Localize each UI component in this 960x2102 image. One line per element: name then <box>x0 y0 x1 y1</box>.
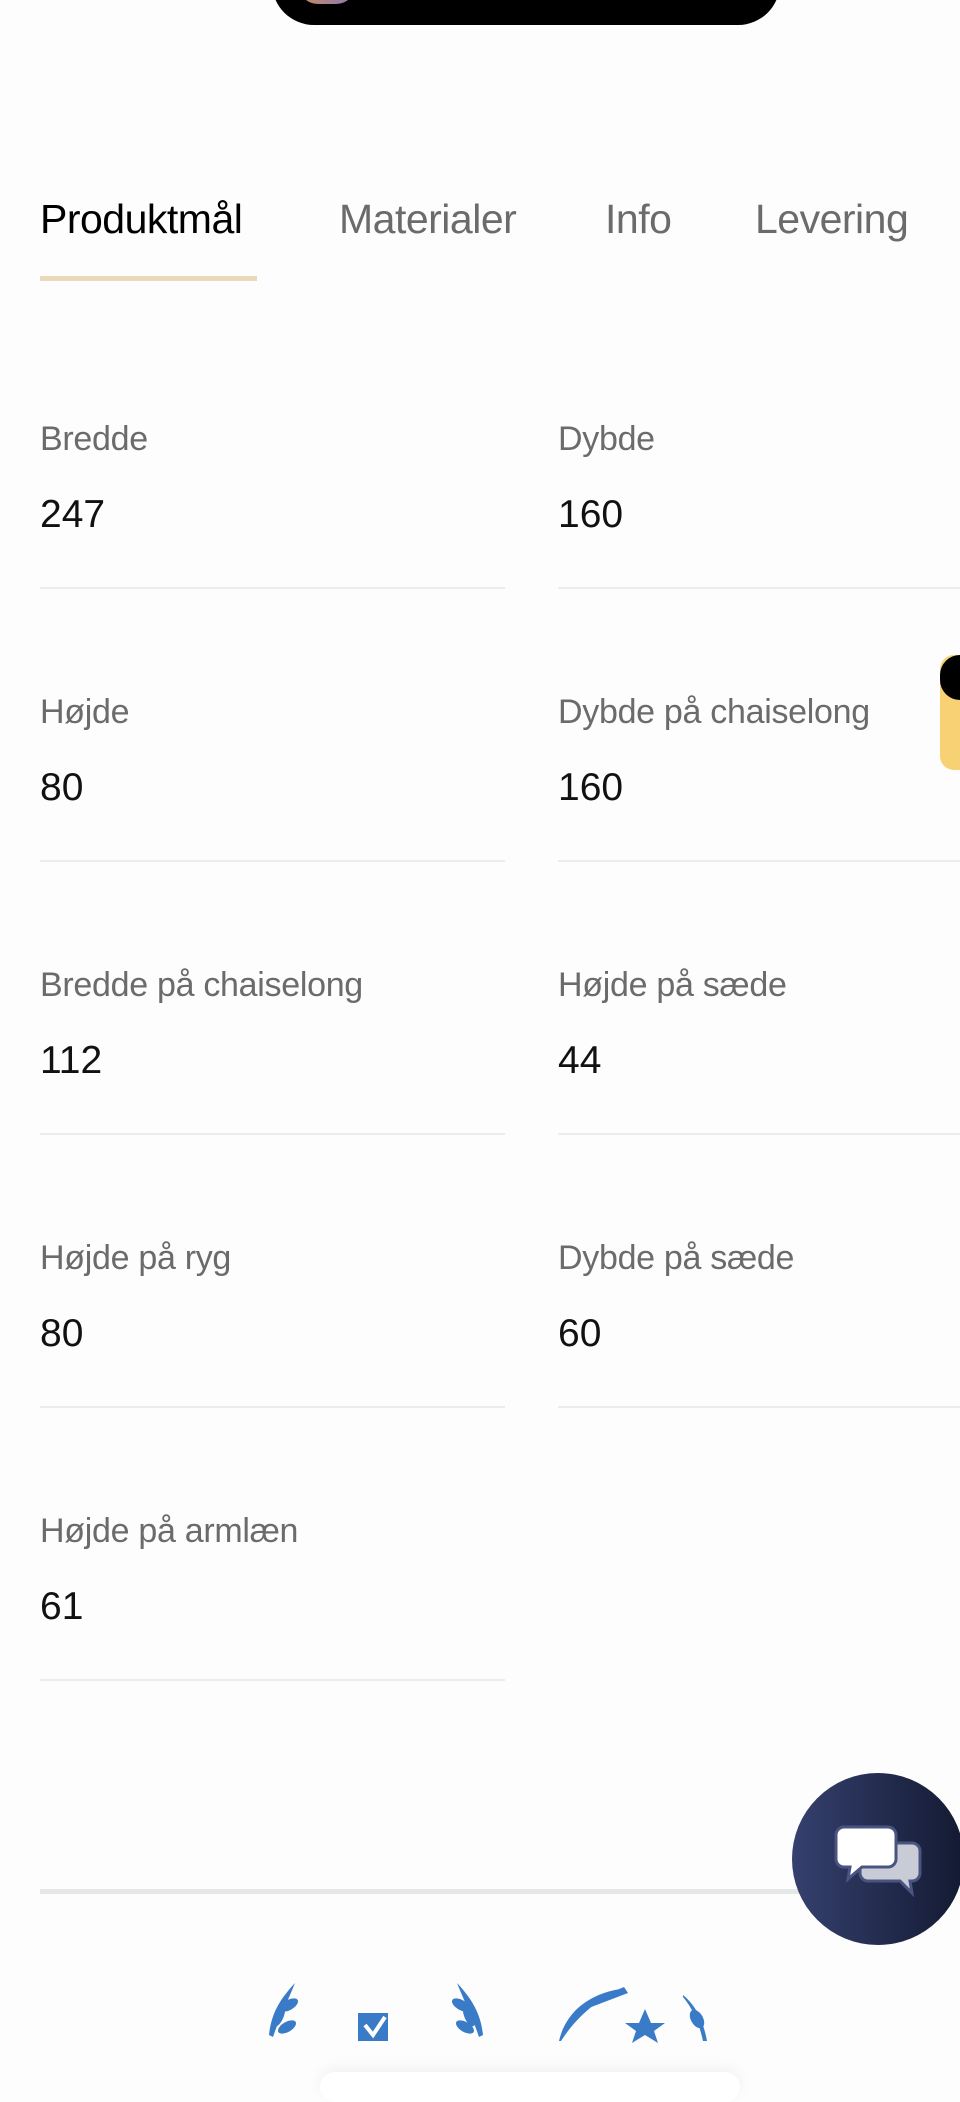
bottom-card <box>320 2072 740 2102</box>
tab-produktmal[interactable]: Produktmål <box>40 196 243 242</box>
tab-materialer[interactable]: Materialer <box>339 196 517 242</box>
award-badges <box>265 1975 755 2050</box>
avatar <box>298 0 356 4</box>
tab-levering[interactable]: Levering <box>755 196 909 242</box>
spec-item: Dybde på chaiselong 160 <box>558 693 960 862</box>
top-media-pill[interactable] <box>272 0 780 25</box>
spec-label: Dybde på chaiselong <box>558 693 870 731</box>
side-tab-cap <box>940 655 960 700</box>
wheat-star-badge-icon <box>559 1987 707 2043</box>
spec-divider <box>558 1406 960 1408</box>
spec-label: Højde <box>40 693 130 731</box>
spec-value: 44 <box>558 1039 602 1082</box>
spec-label: Højde på armlæn <box>40 1512 299 1550</box>
spec-value: 80 <box>40 766 84 809</box>
spec-value: 60 <box>558 1312 602 1355</box>
spec-divider <box>40 587 505 589</box>
spec-divider <box>558 587 960 589</box>
spec-label: Dybde <box>558 420 655 458</box>
spec-item: Dybde på sæde 60 <box>558 1239 960 1408</box>
spec-divider <box>40 1679 505 1681</box>
spec-label: Bredde <box>40 420 148 458</box>
spec-label: Dybde på sæde <box>558 1239 795 1277</box>
spec-divider <box>40 1133 505 1135</box>
spec-item: Bredde 247 <box>40 420 505 589</box>
spec-item: Højde på sæde 44 <box>558 966 960 1135</box>
tab-info[interactable]: Info <box>605 196 672 242</box>
spec-divider <box>40 860 505 862</box>
spec-item: Dybde 160 <box>558 420 960 589</box>
laurel-check-badge-icon <box>269 1983 707 2043</box>
spec-label: Bredde på chaiselong <box>40 966 363 1004</box>
spec-value: 160 <box>558 766 624 809</box>
chat-bubbles-icon <box>834 1825 922 1897</box>
section-divider <box>40 1889 880 1894</box>
spec-item: Højde på armlæn 61 <box>40 1512 505 1681</box>
side-feedback-tab[interactable] <box>940 655 960 770</box>
spec-label: Højde på sæde <box>558 966 787 1004</box>
spec-item: Bredde på chaiselong 112 <box>40 966 505 1135</box>
spec-divider <box>558 1133 960 1135</box>
spec-value: 80 <box>40 1312 84 1355</box>
tab-bar: Produktmål Materialer Info Levering <box>0 196 960 286</box>
spec-value: 112 <box>40 1039 103 1082</box>
spec-value: 61 <box>40 1585 84 1628</box>
spec-label: Højde på ryg <box>40 1239 232 1277</box>
active-tab-indicator <box>40 276 257 281</box>
spec-value: 160 <box>558 493 624 536</box>
spec-item: Højde 80 <box>40 693 505 862</box>
spec-divider <box>40 1406 505 1408</box>
spec-value: 247 <box>40 493 106 536</box>
spec-item: Højde på ryg 80 <box>40 1239 505 1408</box>
spec-divider <box>558 860 960 862</box>
chat-button[interactable] <box>792 1773 960 1945</box>
